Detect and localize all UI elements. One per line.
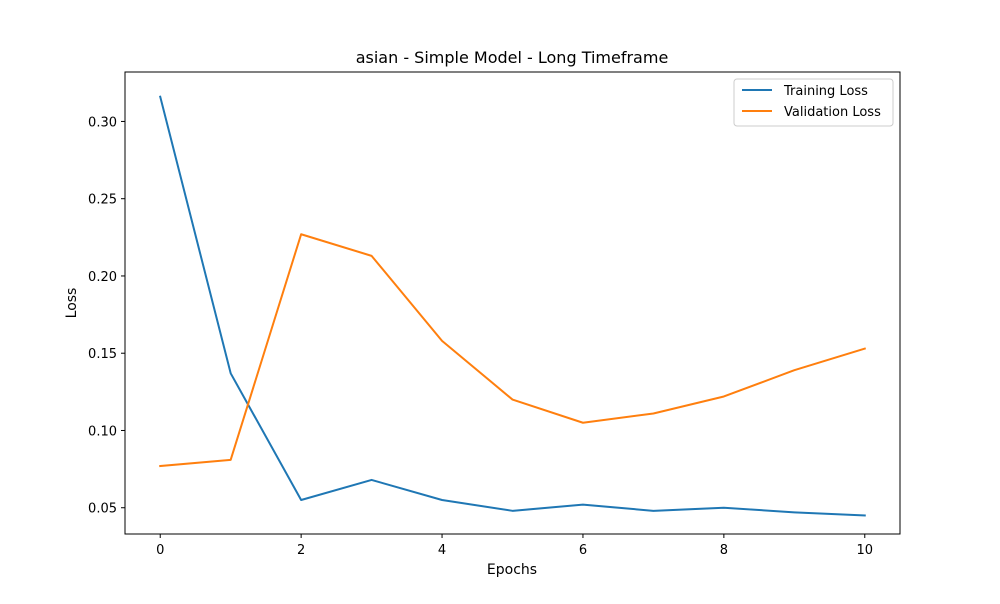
y-tick-label: 0.10 bbox=[88, 424, 117, 439]
y-tick-label: 0.20 bbox=[88, 270, 117, 285]
y-tick-label: 0.25 bbox=[88, 193, 117, 208]
x-axis-label: Epochs bbox=[487, 562, 537, 578]
x-tick-label: 8 bbox=[720, 543, 728, 558]
y-tick-label: 0.05 bbox=[88, 502, 117, 517]
y-axis-label: Loss bbox=[64, 288, 80, 319]
y-tick-label: 0.30 bbox=[88, 115, 117, 130]
chart-title: asian - Simple Model - Long Timeframe bbox=[356, 48, 669, 67]
x-tick-label: 10 bbox=[856, 543, 873, 558]
x-tick-label: 2 bbox=[297, 543, 305, 558]
x-tick-label: 4 bbox=[438, 543, 446, 558]
legend-label-training-loss: Training Loss bbox=[783, 84, 868, 99]
legend: Training Loss Validation Loss bbox=[734, 79, 893, 126]
legend-label-validation-loss: Validation Loss bbox=[784, 105, 881, 120]
y-tick-label: 0.15 bbox=[88, 347, 117, 362]
x-tick-label: 6 bbox=[579, 543, 587, 558]
x-tick-label: 0 bbox=[156, 543, 164, 558]
